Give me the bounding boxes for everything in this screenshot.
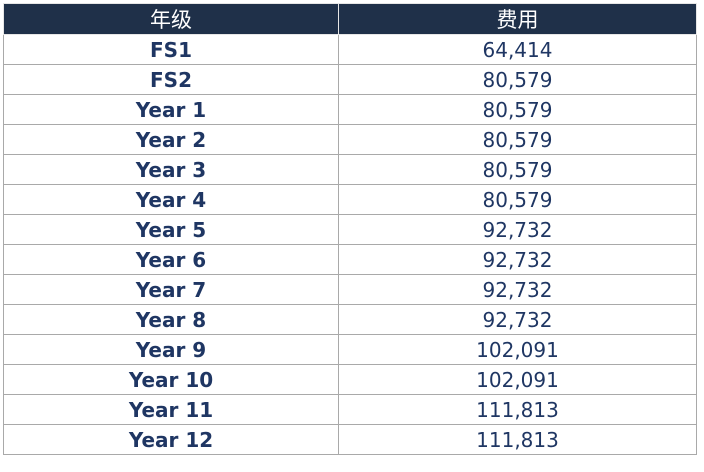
fee-cell: 80,579: [338, 94, 697, 125]
fee-cell: 80,579: [338, 124, 697, 155]
fee-cell: 92,732: [338, 304, 697, 335]
fee-cell: 111,813: [338, 394, 697, 425]
grade-cell: Year 7: [3, 274, 339, 305]
grade-cell: Year 1: [3, 94, 339, 125]
table-row: FS2 80,579: [3, 64, 697, 95]
header-fee: 费用: [338, 3, 697, 35]
table-row: FS1 64,414: [3, 34, 697, 65]
grade-cell: Year 9: [3, 334, 339, 365]
grade-cell: Year 5: [3, 214, 339, 245]
fee-cell: 92,732: [338, 244, 697, 275]
grade-cell: Year 10: [3, 364, 339, 395]
table-row: Year 3 80,579: [3, 154, 697, 185]
table-header: 年级 费用: [3, 3, 697, 35]
fee-cell: 102,091: [338, 334, 697, 365]
grade-cell: Year 2: [3, 124, 339, 155]
fee-cell: 92,732: [338, 214, 697, 245]
grade-cell: Year 3: [3, 154, 339, 185]
table-row: Year 5 92,732: [3, 214, 697, 245]
table-row: Year 12 111,813: [3, 424, 697, 455]
header-row: 年级 费用: [3, 3, 697, 35]
grade-cell: FS1: [3, 34, 339, 65]
table-row: Year 8 92,732: [3, 304, 697, 335]
grade-cell: Year 6: [3, 244, 339, 275]
fee-cell: 80,579: [338, 154, 697, 185]
table-row: Year 11 111,813: [3, 394, 697, 425]
fee-cell: 64,414: [338, 34, 697, 65]
fee-table: 年级 费用 FS1 64,414 FS2 80,579 Year 1 80,579 Year…: [3, 3, 697, 455]
grade-cell: Year 4: [3, 184, 339, 215]
table-row: Year 4 80,579: [3, 184, 697, 215]
fee-cell: 111,813: [338, 424, 697, 455]
table-row: Year 10 102,091: [3, 364, 697, 395]
fee-cell: 102,091: [338, 364, 697, 395]
fee-cell: 80,579: [338, 184, 697, 215]
table-row: Year 2 80,579: [3, 124, 697, 155]
table-row: Year 9 102,091: [3, 334, 697, 365]
header-grade: 年级: [3, 3, 339, 35]
grade-cell: Year 11: [3, 394, 339, 425]
table-row: Year 1 80,579: [3, 94, 697, 125]
table-body: FS1 64,414 FS2 80,579 Year 1 80,579 Year 2 80,5…: [3, 34, 697, 455]
table-row: Year 6 92,732: [3, 244, 697, 275]
grade-cell: Year 12: [3, 424, 339, 455]
fee-cell: 92,732: [338, 274, 697, 305]
grade-cell: FS2: [3, 64, 339, 95]
grade-cell: Year 8: [3, 304, 339, 335]
fee-cell: 80,579: [338, 64, 697, 95]
table-row: Year 7 92,732: [3, 274, 697, 305]
